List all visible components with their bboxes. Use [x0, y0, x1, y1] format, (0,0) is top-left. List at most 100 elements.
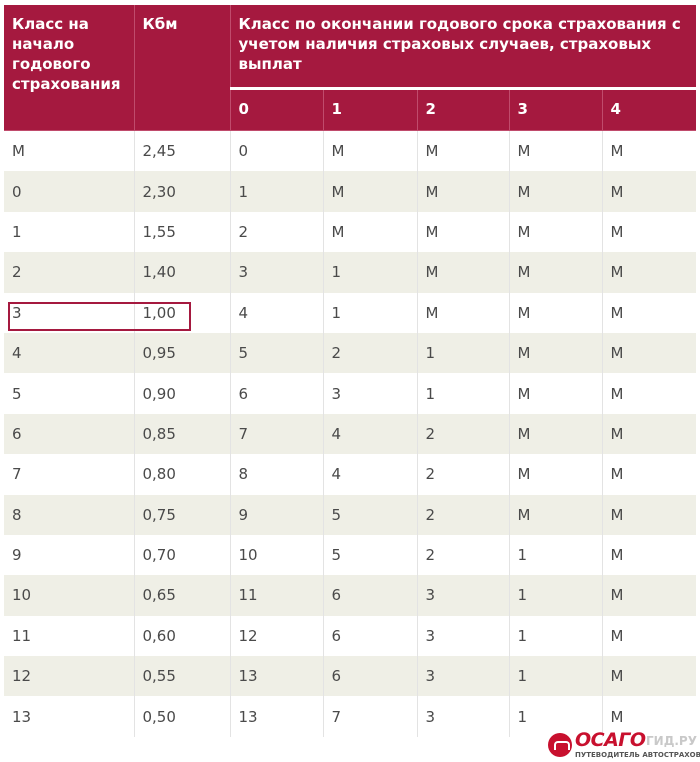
- cell-claims-4: М: [602, 211, 697, 253]
- cell-claims-4: М: [602, 332, 697, 374]
- table-row: 10 0,65 11 6 3 1 М: [4, 575, 697, 616]
- header-claims-4: 4: [602, 88, 697, 131]
- cell-claims-0: 7: [230, 413, 324, 455]
- cell-kbm: 0,65: [134, 575, 231, 616]
- cell-claims-4: М: [602, 130, 697, 172]
- cell-claims-1: 3: [323, 373, 418, 414]
- header-claims-1: 1: [323, 88, 418, 131]
- table-row: 5 0,90 6 3 1 М М: [4, 373, 697, 414]
- cell-claims-2: 2: [417, 494, 510, 535]
- header-claims-0: 0: [230, 88, 324, 131]
- cell-kbm: 0,55: [134, 656, 231, 697]
- cell-kbm: 0,70: [134, 534, 231, 576]
- cell-claims-1: М: [323, 171, 418, 212]
- cell-class-start: 7: [4, 454, 135, 495]
- table-row: 3 1,00 4 1 М М М: [4, 292, 697, 333]
- header-class-start: Класс на начало годового страхования: [4, 5, 135, 131]
- cell-claims-0: 4: [230, 292, 324, 333]
- cell-class-start: 13: [4, 696, 135, 737]
- cell-claims-0: 0: [230, 130, 324, 172]
- cell-claims-0: 12: [230, 615, 324, 657]
- cell-claims-0: 13: [230, 656, 324, 697]
- table-row: 13 0,50 13 7 3 1 М: [4, 696, 697, 737]
- cell-class-start: 10: [4, 575, 135, 616]
- cell-claims-0: 11: [230, 575, 324, 616]
- cell-claims-4: М: [602, 454, 697, 495]
- cell-claims-0: 3: [230, 252, 324, 293]
- cell-claims-3: М: [509, 454, 603, 495]
- table-row: 7 0,80 8 4 2 М М: [4, 454, 697, 495]
- cell-class-start: 11: [4, 615, 135, 657]
- cell-claims-0: 1: [230, 171, 324, 212]
- cell-claims-0: 13: [230, 696, 324, 737]
- table-row: 4 0,95 5 2 1 М М: [4, 332, 697, 374]
- cell-claims-3: М: [509, 211, 603, 253]
- cell-claims-3: 1: [509, 575, 603, 616]
- cell-class-start: 1: [4, 211, 135, 253]
- cell-kbm: 0,95: [134, 332, 231, 374]
- cell-claims-1: 6: [323, 615, 418, 657]
- cell-claims-0: 2: [230, 211, 324, 253]
- cell-class-start: 2: [4, 252, 135, 293]
- cell-claims-0: 10: [230, 534, 324, 576]
- cell-claims-0: 9: [230, 494, 324, 535]
- cell-claims-3: 1: [509, 615, 603, 657]
- cell-class-start: М: [4, 130, 135, 172]
- cell-claims-2: М: [417, 130, 510, 172]
- cell-claims-4: М: [602, 252, 697, 293]
- cell-kbm: 1,40: [134, 252, 231, 293]
- logo-tagline: ПУТЕВОДИТЕЛЬ АВТОСТРАХОВАНИЯ: [575, 751, 700, 759]
- cell-claims-2: 3: [417, 575, 510, 616]
- cell-claims-4: М: [602, 413, 697, 455]
- cell-claims-1: М: [323, 130, 418, 172]
- cell-claims-1: М: [323, 211, 418, 253]
- table-row: 6 0,85 7 4 2 М М: [4, 413, 697, 455]
- cell-claims-2: 3: [417, 656, 510, 697]
- cell-class-start: 6: [4, 413, 135, 455]
- cell-claims-3: М: [509, 332, 603, 374]
- cell-claims-0: 6: [230, 373, 324, 414]
- cell-class-start: 0: [4, 171, 135, 212]
- cell-claims-2: 2: [417, 413, 510, 455]
- cell-kbm: 0,85: [134, 413, 231, 455]
- cell-claims-4: М: [602, 373, 697, 414]
- table-row: М 2,45 0 М М М М: [4, 130, 697, 172]
- cell-class-start: 5: [4, 373, 135, 414]
- cell-claims-2: 3: [417, 696, 510, 737]
- table-row: 12 0,55 13 6 3 1 М: [4, 656, 697, 697]
- cell-claims-0: 8: [230, 454, 324, 495]
- cell-claims-2: 1: [417, 332, 510, 374]
- header-claims-2: 2: [417, 88, 510, 131]
- table-row: 1 1,55 2 М М М М: [4, 211, 697, 253]
- cell-claims-0: 5: [230, 332, 324, 374]
- cell-kbm: 1,00: [134, 292, 231, 333]
- cell-claims-4: М: [602, 534, 697, 576]
- cell-class-start: 12: [4, 656, 135, 697]
- logo-domain: ГИД.РУ: [646, 734, 697, 748]
- cell-kbm: 0,60: [134, 615, 231, 657]
- cell-claims-2: 2: [417, 534, 510, 576]
- cell-kbm: 0,80: [134, 454, 231, 495]
- cell-claims-3: М: [509, 292, 603, 333]
- cell-claims-4: М: [602, 292, 697, 333]
- cell-claims-3: 1: [509, 696, 603, 737]
- cell-claims-4: М: [602, 575, 697, 616]
- cell-claims-1: 5: [323, 494, 418, 535]
- cell-claims-1: 1: [323, 292, 418, 333]
- cell-claims-4: М: [602, 656, 697, 697]
- cell-class-start: 8: [4, 494, 135, 535]
- cell-claims-2: 2: [417, 454, 510, 495]
- table-row: 11 0,60 12 6 3 1 М: [4, 615, 697, 657]
- cell-claims-1: 6: [323, 575, 418, 616]
- cell-kbm: 0,75: [134, 494, 231, 535]
- cell-claims-3: 1: [509, 534, 603, 576]
- cell-claims-1: 2: [323, 332, 418, 374]
- header-kbm: Кбм: [134, 5, 231, 131]
- cell-claims-3: М: [509, 494, 603, 535]
- cell-claims-1: 5: [323, 534, 418, 576]
- cell-claims-3: М: [509, 413, 603, 455]
- cell-kbm: 2,30: [134, 171, 231, 212]
- table-row: 9 0,70 10 5 2 1 М: [4, 534, 697, 576]
- cell-class-start: 9: [4, 534, 135, 576]
- osago-logo: ОСАГО ГИД.РУ ПУТЕВОДИТЕЛЬ АВТОСТРАХОВАНИ…: [548, 729, 700, 761]
